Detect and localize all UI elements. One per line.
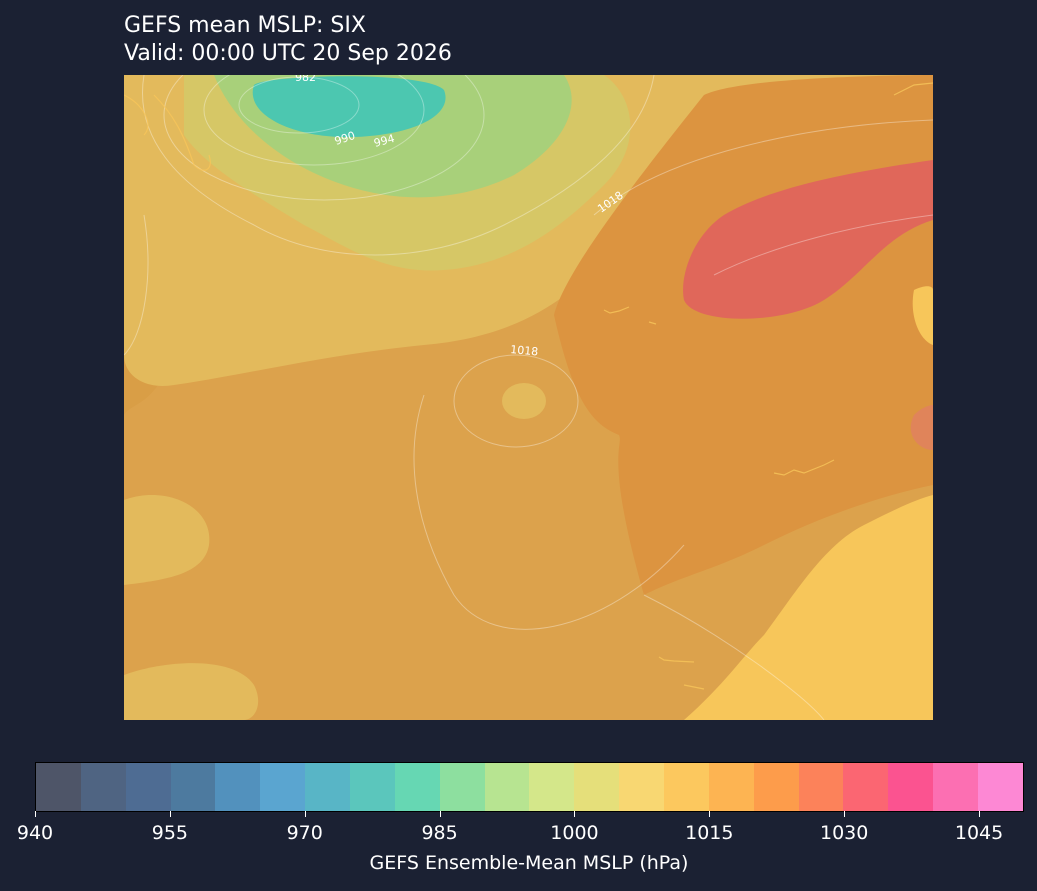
colorbar-segment [574,763,620,811]
colorbar-segment [439,763,485,811]
east-coast-patch [910,405,933,450]
colorbar-tick [979,811,981,817]
colorbar-segment [484,763,530,811]
colorbar-tick [169,811,171,817]
map-title: GEFS mean MSLP: SIX [124,13,366,38]
colorbar-tick [574,811,576,817]
colorbar-segment [260,763,306,811]
colorbar-tick-label: 955 [151,822,188,844]
colorbar-tick [709,811,711,817]
contour-label: 1018 [510,343,539,358]
low-pressure-center [252,76,446,138]
southeast-land [684,495,933,720]
pressure-colorbar [35,762,1024,812]
colorbar-segment [170,763,216,811]
colorbar-segment [619,763,665,811]
colorbar-tick [304,811,306,817]
colorbar-segment [798,763,844,811]
colorbar-segment [933,763,979,811]
colorbar-label: GEFS Ensemble-Mean MSLP (hPa) [369,852,689,874]
colorbar-segment [843,763,889,811]
colorbar-tick-label: 970 [286,822,323,844]
colorbar-tick-label: 1030 [819,822,869,844]
colorbar-tick-label: 1045 [954,822,1004,844]
mslp-map-svg: 982 990 994 1018 1018 [124,75,933,720]
colorbar-segment [305,763,351,811]
colorbar-tick [35,811,36,817]
colorbar-segment [753,763,799,811]
colorbar-segment [664,763,709,811]
isobar-lines [124,75,933,720]
colorbar-segment [80,763,126,811]
colorbar-segment [394,763,440,811]
colorbar-tick [439,811,441,817]
contour-label: 994 [372,132,396,150]
colorbar-segment [708,763,754,811]
colorbar-segment [350,763,395,811]
colorbar-tick-label: 985 [421,822,458,844]
colorbar-tick-label: 1000 [550,822,599,844]
colorbar-tick [844,811,846,817]
valid-time: Valid: 00:00 UTC 20 Sep 2026 [124,41,452,66]
colorbar-segment [529,763,575,811]
colorbar-segment [125,763,171,811]
mslp-map: 982 990 994 1018 1018 [124,75,933,720]
colorbar-segment [215,763,261,811]
colorbar-segment [978,763,1023,811]
coastlines [124,82,933,690]
southwest-ridge-cell [124,495,210,585]
south-ridge-cell [124,663,259,720]
east-coast-land [912,286,933,345]
contour-label: 982 [295,75,316,84]
high-pressure-center [683,160,933,319]
colorbar-tick-label: 940 [16,822,54,844]
contour-label: 990 [333,129,357,148]
colorbar-segment [36,763,81,811]
small-ridge-cell [502,383,546,419]
colorbar-tick-label: 1015 [685,822,734,844]
colorbar-segment [888,763,934,811]
